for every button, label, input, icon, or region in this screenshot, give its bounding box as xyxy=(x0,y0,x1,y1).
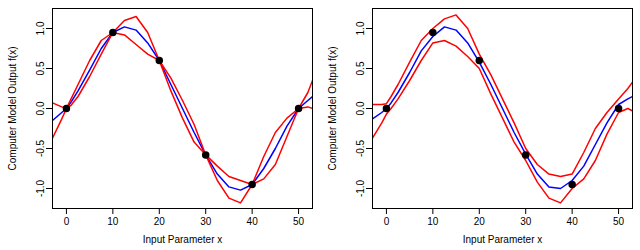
svg-text:0.5: 0.5 xyxy=(355,61,366,75)
svg-text:Computer Model Output f(x): Computer Model Output f(x) xyxy=(7,47,18,171)
svg-text:Computer Model Output f(x): Computer Model Output f(x) xyxy=(327,47,338,171)
svg-text:30: 30 xyxy=(200,216,212,227)
svg-text:10: 10 xyxy=(107,216,119,227)
svg-text:50: 50 xyxy=(293,216,305,227)
svg-text:Input Parameter x: Input Parameter x xyxy=(143,234,222,245)
svg-text:40: 40 xyxy=(247,216,259,227)
svg-text:0: 0 xyxy=(64,216,70,227)
svg-text:10: 10 xyxy=(427,216,439,227)
svg-text:Input Parameter x: Input Parameter x xyxy=(463,234,542,245)
svg-text:-1.0: -1.0 xyxy=(35,179,46,197)
svg-text:0.5: 0.5 xyxy=(35,61,46,75)
svg-text:20: 20 xyxy=(154,216,166,227)
svg-text:1.0: 1.0 xyxy=(35,21,46,35)
svg-text:-0.5: -0.5 xyxy=(355,139,366,157)
svg-text:-1.0: -1.0 xyxy=(355,179,366,197)
svg-text:30: 30 xyxy=(520,216,532,227)
svg-text:50: 50 xyxy=(613,216,625,227)
svg-text:0: 0 xyxy=(384,216,390,227)
svg-text:20: 20 xyxy=(474,216,486,227)
svg-text:1.0: 1.0 xyxy=(355,21,366,35)
svg-text:-0.5: -0.5 xyxy=(35,139,46,157)
svg-text:0.0: 0.0 xyxy=(35,101,46,115)
svg-text:40: 40 xyxy=(567,216,579,227)
svg-text:0.0: 0.0 xyxy=(355,101,366,115)
